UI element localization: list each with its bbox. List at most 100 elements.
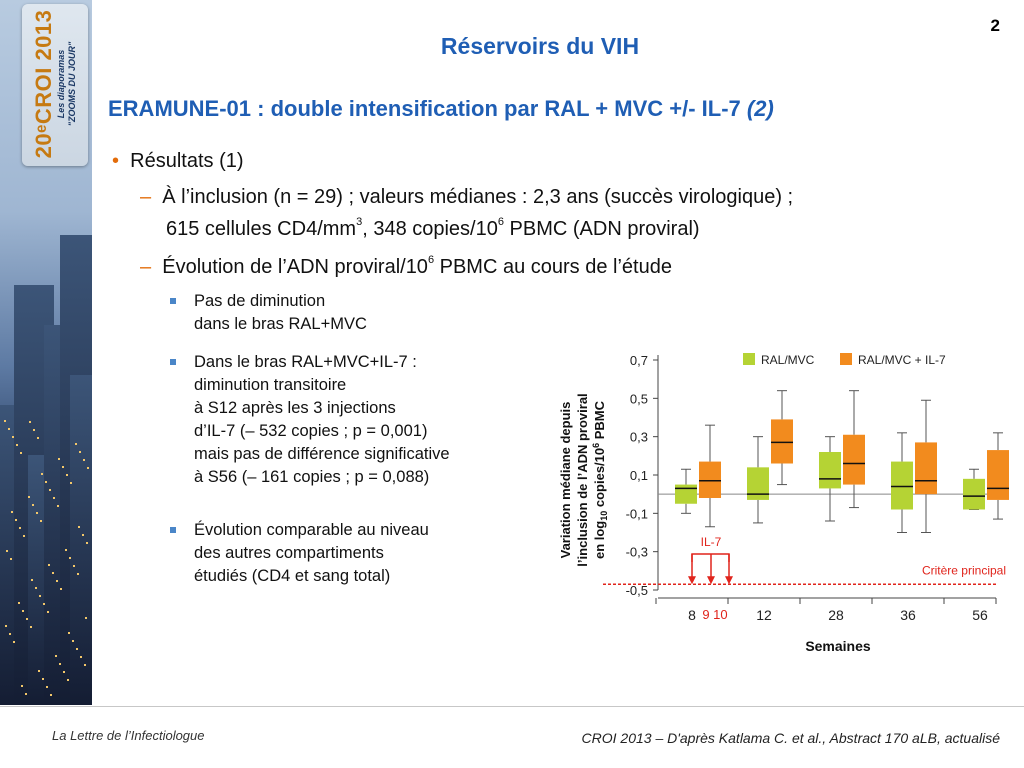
window-light (59, 663, 61, 665)
bullet-item1-text-c: PBMC (ADN proviral) (503, 218, 700, 240)
window-light (11, 511, 13, 513)
x-tick-label: 12 (756, 607, 772, 623)
window-light (33, 429, 35, 431)
window-light (83, 459, 85, 461)
box (699, 461, 721, 498)
y-tick-label: 0,1 (630, 468, 648, 483)
il7-label: IL-7 (701, 535, 722, 549)
y-axis-label: Variation médiane depuis l’inclusion de l… (558, 393, 609, 566)
window-light (43, 603, 45, 605)
bullet-item1-line1: À l’inclusion (n = 29) ; valeurs médiane… (162, 186, 794, 208)
window-light (45, 481, 47, 483)
footer-divider (0, 706, 1024, 707)
box (747, 467, 769, 500)
sub-bullet-1: Pas de diminution dans le bras RAL+MVC (194, 290, 367, 336)
window-light (35, 587, 37, 589)
il7-arrowhead (688, 576, 696, 585)
window-light (58, 458, 60, 460)
window-light (47, 611, 49, 613)
bullet-item1-sup1: 3 (356, 216, 363, 228)
window-light (13, 641, 15, 643)
window-light (46, 686, 48, 688)
logo-main-text: 20ᵉCROI 2013 (31, 9, 56, 159)
window-light (31, 579, 33, 581)
window-light (39, 595, 41, 597)
sub-bullet-3-line: Évolution comparable au niveau (194, 521, 429, 539)
window-light (66, 474, 68, 476)
footer-journal: La Lettre de l’Infectiologue (52, 728, 205, 743)
sub-bullet-2-line: à S12 après les 3 injections (194, 399, 396, 417)
window-light (40, 520, 42, 522)
sub-bullet-3-line: des autres compartiments (194, 544, 384, 562)
window-light (29, 421, 31, 423)
bullet-item2-text-b: PBMC au cours de l’étude (434, 256, 672, 278)
window-light (30, 626, 32, 628)
window-light (52, 572, 54, 574)
window-light (12, 436, 14, 438)
window-light (20, 452, 22, 454)
x-tick-label: 56 (972, 607, 988, 623)
window-light (78, 526, 80, 528)
sub-bullet-3: Évolution comparable au niveau des autre… (194, 519, 429, 588)
window-light (26, 618, 28, 620)
bullet-item1-sup2: 6 (497, 216, 504, 228)
slide-title: Réservoirs du VIH (440, 33, 640, 59)
window-light (53, 497, 55, 499)
threshold-label: Critère principal (922, 563, 1006, 577)
window-light (85, 617, 87, 619)
legend-label: RAL/MVC (761, 353, 815, 367)
window-light (32, 504, 34, 506)
window-light (22, 610, 24, 612)
x-tick-label: 28 (828, 607, 844, 623)
window-light (76, 648, 78, 650)
window-light (77, 573, 79, 575)
box (843, 434, 865, 485)
x-mark-label: 9 10 (702, 607, 727, 622)
window-light (63, 671, 65, 673)
bullet-item1: – À l’inclusion (n = 29) ; valeurs média… (140, 186, 794, 208)
conference-logo: 20ᵉCROI 2013 Les diaporamas "ZOOMS DU JO… (22, 4, 88, 166)
sub-bullet-2-line: mais pas de différence significative (194, 445, 450, 463)
y-tick-label: 0,3 (630, 430, 648, 445)
window-light (84, 664, 86, 666)
window-light (79, 451, 81, 453)
bullet-item1-line2: 615 cellules CD4/mm3, 348 copies/106 PBM… (166, 216, 700, 241)
bullet-square (170, 298, 176, 304)
box (987, 450, 1009, 500)
window-light (18, 602, 20, 604)
sub-bullet-2-line: Dans le bras RAL+MVC+IL-7 : (194, 353, 417, 371)
legend-swatch (840, 353, 852, 365)
slide-subtitle: ERAMUNE-01 : double intensification par … (108, 96, 774, 122)
window-light (19, 527, 21, 529)
x-tick-label: 36 (900, 607, 916, 623)
window-light (86, 542, 88, 544)
window-light (67, 679, 69, 681)
window-light (73, 565, 75, 567)
bullet-square (170, 527, 176, 533)
box (771, 419, 793, 464)
window-light (62, 466, 64, 468)
logo-subtext-2: "ZOOMS DU JOUR" (67, 41, 77, 127)
y-tick-label: 0,7 (630, 353, 648, 368)
window-light (16, 444, 18, 446)
sub-bullet-2-line: diminution transitoire (194, 376, 347, 394)
slide-number: 2 (990, 16, 1000, 35)
subtitle-main: ERAMUNE-01 : double intensification par … (108, 96, 741, 121)
window-light (15, 519, 17, 521)
window-light (9, 633, 11, 635)
bullet-level1-text: Résultats (1) (130, 150, 244, 172)
window-light (65, 549, 67, 551)
building (70, 375, 92, 705)
bullet-item2: – Évolution de l’ADN proviral/106 PBMC a… (140, 254, 672, 278)
subtitle-ref: (2) (746, 96, 774, 121)
window-light (23, 535, 25, 537)
window-light (70, 482, 72, 484)
legend-swatch (743, 353, 755, 365)
bullet-item2-sup: 6 (427, 254, 435, 266)
il7-arrowhead (707, 576, 715, 585)
il7-arrowhead (725, 576, 733, 585)
window-light (10, 558, 12, 560)
bullet-item1-text-b: , 348 copies/10 (362, 218, 498, 240)
window-light (21, 685, 23, 687)
box (819, 452, 841, 489)
